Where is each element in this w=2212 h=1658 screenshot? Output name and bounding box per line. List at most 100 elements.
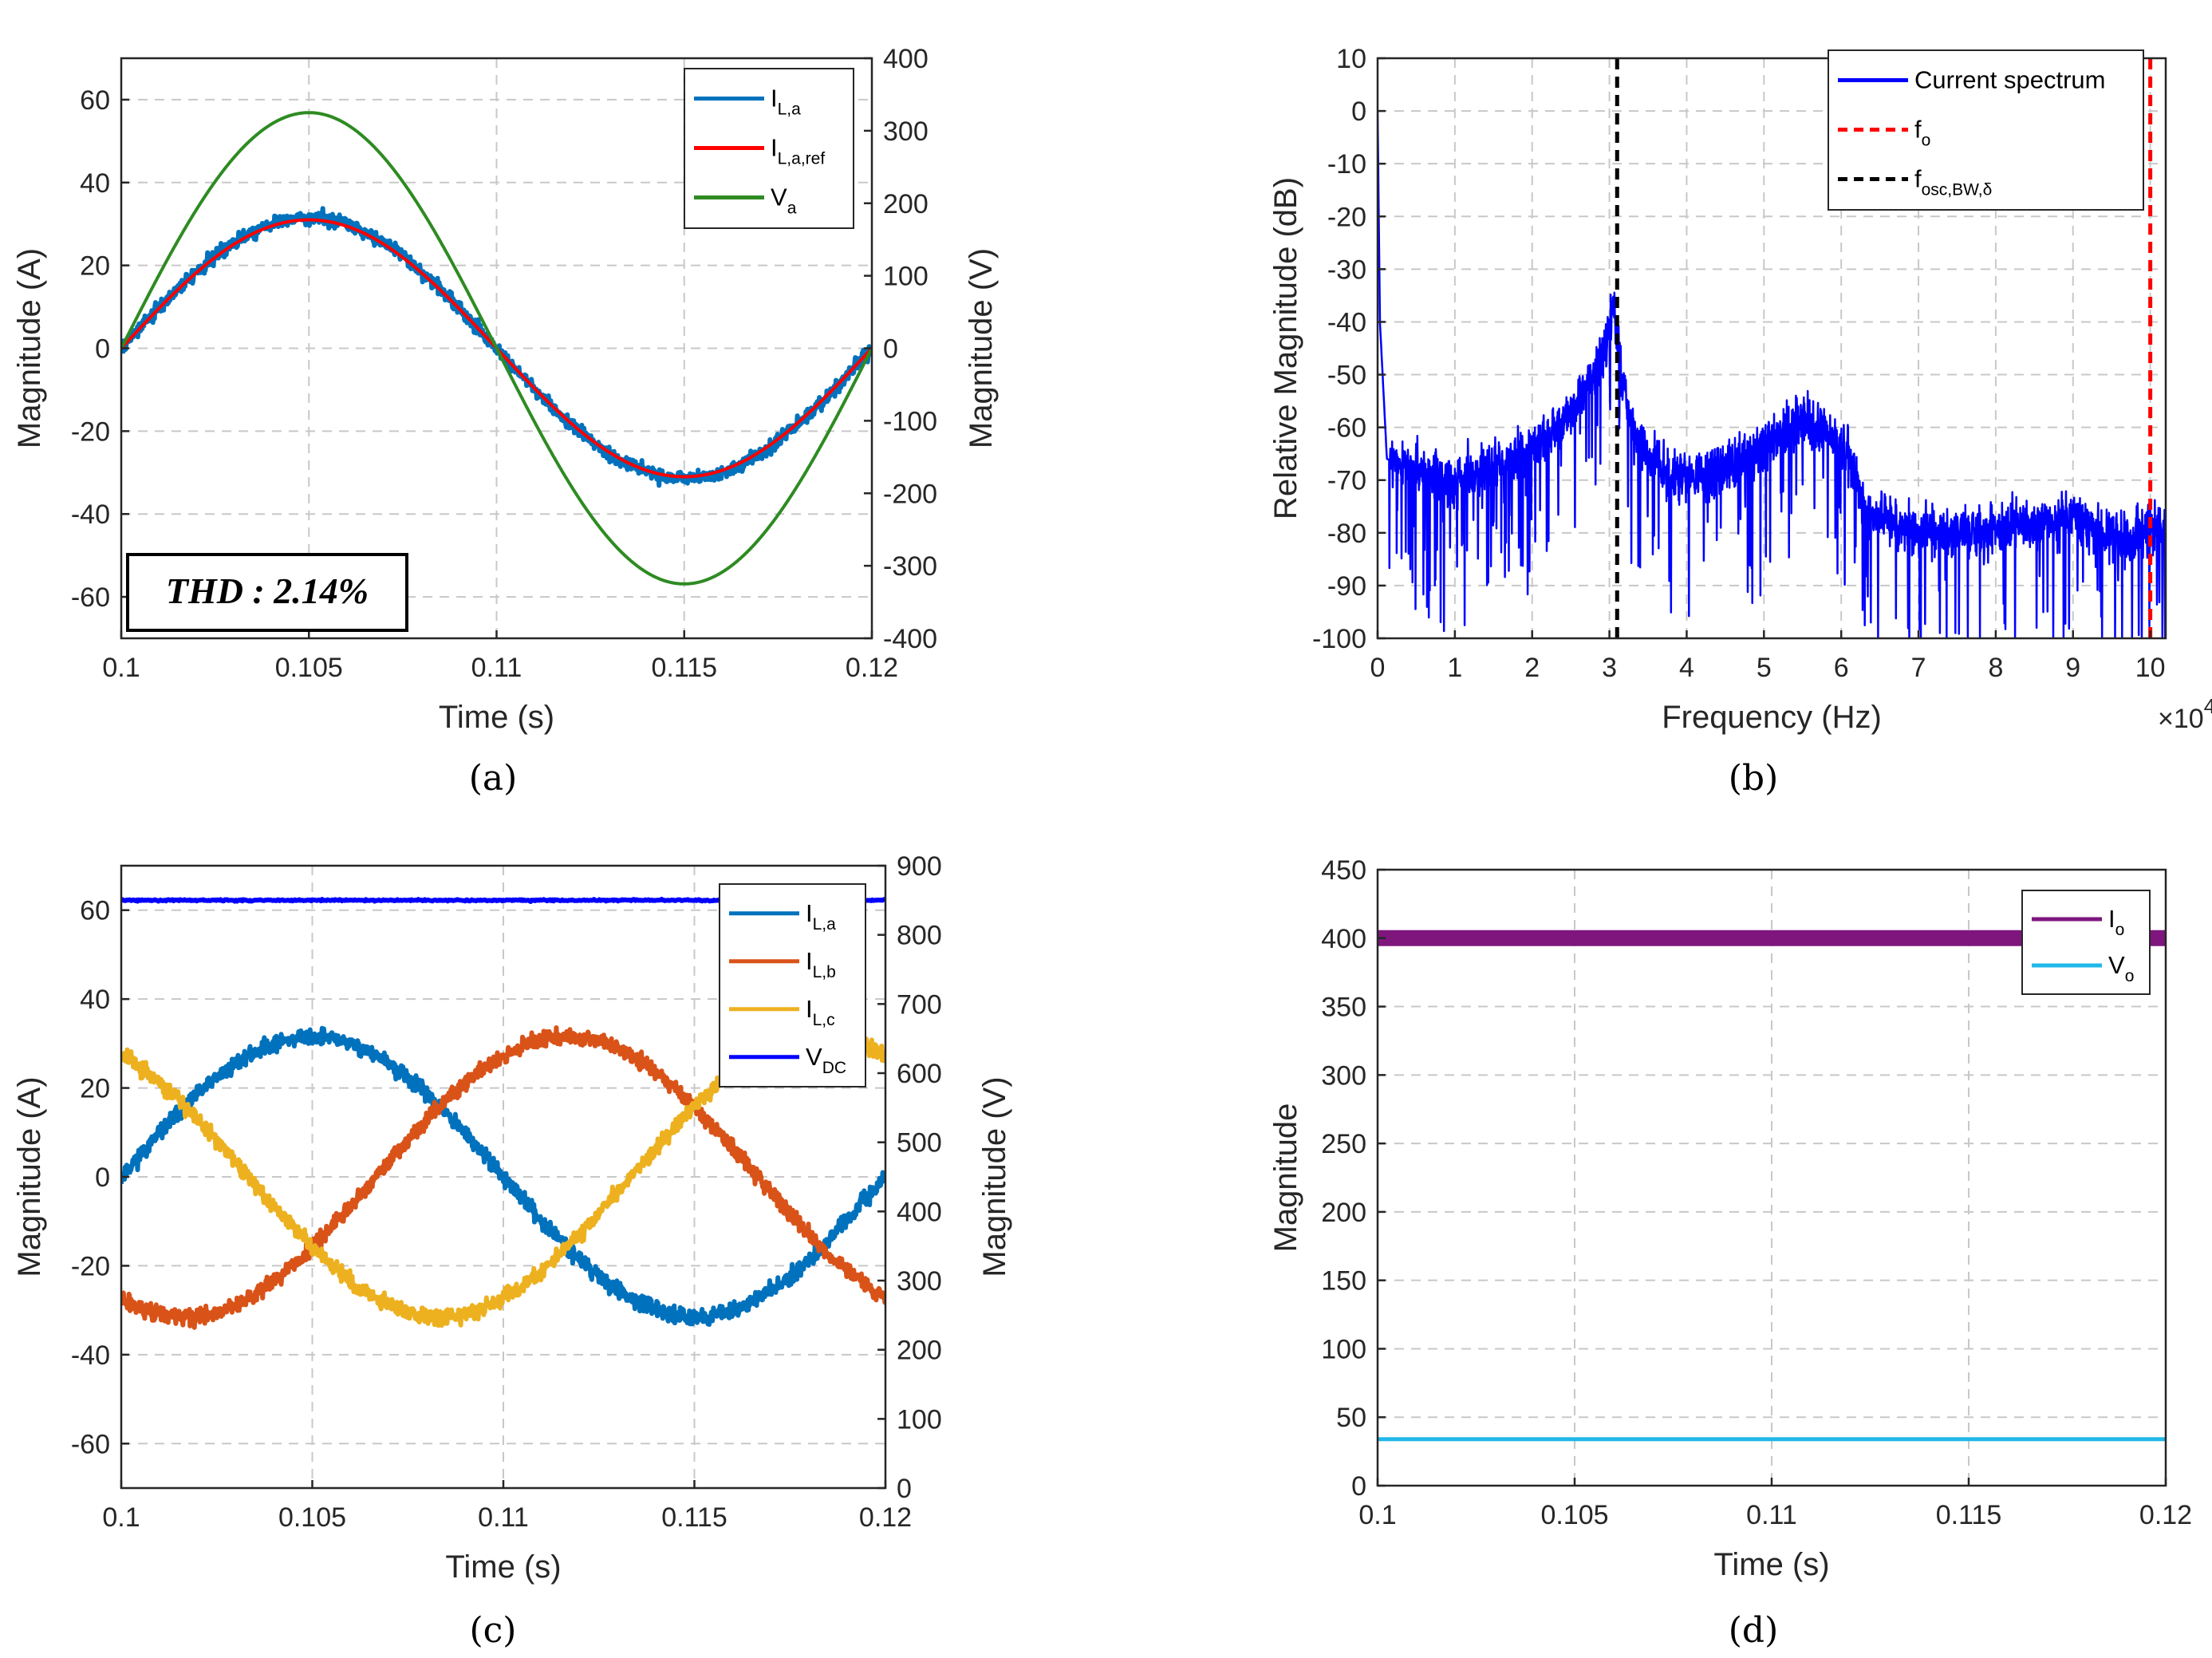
chart-b: 0 1 2 3 4 5 6 7 8 9 10-100-90-80-70-60-50-40-30-20…: [1268, 44, 2212, 735]
panel-label-c: (c): [470, 1610, 517, 1651]
y-right-tick-label: 200: [883, 189, 929, 219]
y-axis-label: Magnitude: [1268, 1103, 1303, 1253]
x-axis-label: Time (s): [439, 700, 554, 735]
x-tick-label: 0.105: [275, 653, 343, 683]
y-right-tick-label: -100: [883, 406, 937, 436]
thd-box: [126, 553, 408, 632]
y-tick-label: 0: [95, 1163, 110, 1193]
x-tick-label: 0.11: [1746, 1500, 1797, 1530]
y-tick-label: 60: [80, 896, 110, 926]
y-right-tick-label: -200: [883, 479, 937, 509]
legend-entry: Current spectrum: [1914, 66, 2105, 94]
x-tick-label: 4: [1679, 653, 1694, 683]
y-right-tick-label: 700: [897, 989, 942, 1020]
y-tick-label: -20: [1327, 202, 1366, 232]
y-right-tick-label: 100: [897, 1404, 942, 1435]
x-tick-label: 0.115: [661, 1502, 727, 1533]
x-axis-label: Time (s): [445, 1549, 561, 1585]
y-right-tick-label: 900: [897, 851, 942, 882]
series-layer: [121, 111, 872, 586]
x-tick-label: 10: [2135, 653, 2166, 683]
y-axis-label: Magnitude (A): [12, 1076, 47, 1277]
y-right-tick-label: 0: [897, 1474, 912, 1504]
y-right-tick-label: -300: [883, 551, 937, 582]
series-b-0: [1378, 111, 2166, 638]
y-tick-label: 100: [1321, 1334, 1366, 1364]
y-tick-label: 250: [1321, 1129, 1366, 1159]
x-tick-label: 0.105: [1540, 1500, 1608, 1530]
series-layer: [1378, 58, 2166, 638]
x-tick-label: 9: [2065, 653, 2080, 683]
y-right-tick-label: 500: [897, 1128, 942, 1159]
y-tick-label: -40: [71, 499, 110, 530]
legend-box: [1828, 49, 2144, 211]
y-tick-label: -20: [71, 416, 110, 447]
y-right-tick-label: 100: [883, 262, 929, 292]
y-tick-label: -80: [1327, 519, 1366, 549]
y-right-tick-label: 0: [883, 334, 898, 365]
axes-frame: [1376, 57, 2167, 640]
y-tick-label: 300: [1321, 1060, 1366, 1091]
y-right-tick-label: -400: [883, 624, 937, 654]
y-tick-label: 40: [80, 985, 110, 1015]
x-tick-label: 7: [1911, 653, 1926, 683]
y-tick-label: -60: [1327, 413, 1366, 444]
y-tick-label: -100: [1312, 624, 1366, 654]
y-tick-label: 20: [80, 1074, 110, 1104]
x-tick-label: 0.115: [651, 653, 717, 683]
y-tick-label: -60: [71, 1429, 110, 1459]
x-tick-label: 6: [1834, 653, 1849, 683]
x-tick-label: 0.11: [471, 653, 522, 683]
y-right-tick-label: 600: [897, 1059, 942, 1089]
chart-c: 0.1 0.105 0.11 0.115 0.12-60-40-200204060010…: [12, 851, 1012, 1585]
x-tick-label: 2: [1524, 653, 1540, 683]
y-axis-label: Relative Magnitude (dB): [1268, 177, 1303, 519]
x-tick-label: 0.12: [846, 653, 898, 683]
x-tick-label: 1: [1447, 653, 1462, 683]
y-tick-label: -70: [1327, 466, 1366, 496]
y-right-tick-label: 400: [883, 44, 929, 74]
y-tick-label: 10: [1336, 44, 1366, 74]
x-multiplier: ×104: [2158, 694, 2212, 734]
x-tick-label: 5: [1757, 653, 1772, 683]
series-c-0: [121, 1025, 885, 1327]
y-tick-label: -60: [71, 582, 110, 613]
panel-label-a: (a): [469, 758, 518, 799]
y-right-tick-label: 300: [883, 116, 929, 147]
x-tick-label: 0.1: [1358, 1500, 1396, 1530]
panel-label-d: (d): [1729, 1610, 1779, 1651]
x-axis-label: Frequency (Hz): [1662, 700, 1882, 735]
y-right-tick-label: 400: [897, 1197, 942, 1227]
x-tick-label: 0.105: [278, 1502, 346, 1533]
y-axis-label: Magnitude (A): [12, 248, 47, 448]
x-tick-label: 0.12: [2139, 1500, 2192, 1530]
y-tick-label: 40: [80, 168, 110, 199]
x-tick-label: 0.11: [478, 1502, 529, 1533]
y-tick-label: -20: [71, 1251, 110, 1281]
y-right-tick-label: 800: [897, 921, 942, 951]
y-tick-label: 150: [1321, 1266, 1366, 1297]
x-tick-label: 3: [1602, 653, 1617, 683]
series-a-2: [121, 111, 872, 586]
y-tick-label: 0: [1351, 1471, 1366, 1502]
y-tick-label: 450: [1321, 855, 1366, 886]
x-tick-label: 8: [1988, 653, 2003, 683]
y-tick-label: -50: [1327, 361, 1366, 391]
x-axis-label: Time (s): [1713, 1547, 1829, 1582]
x-tick-label: 0.12: [859, 1502, 912, 1533]
x-tick-label: 0.1: [102, 1502, 140, 1533]
y-tick-label: -40: [71, 1340, 110, 1371]
y-tick-label: 350: [1321, 993, 1366, 1023]
legend-box: [719, 883, 866, 1088]
legend-box: [2021, 890, 2151, 995]
y-tick-label: 60: [80, 85, 110, 116]
series-c-1: [121, 1025, 885, 1330]
y-tick-label: 200: [1321, 1198, 1366, 1228]
y-tick-label: -40: [1327, 307, 1366, 338]
x-tick-label: 0.115: [1936, 1500, 2002, 1530]
y-tick-label: 20: [80, 251, 110, 282]
y-tick-label: 0: [95, 334, 110, 365]
